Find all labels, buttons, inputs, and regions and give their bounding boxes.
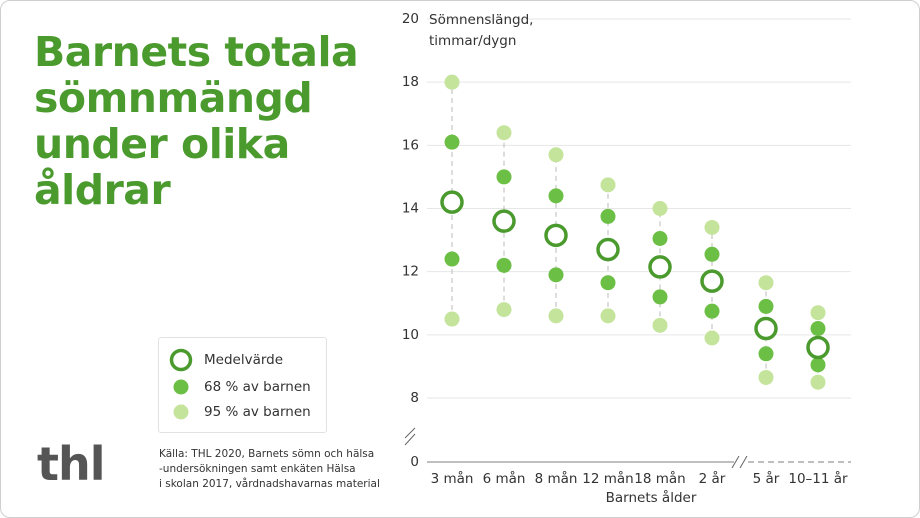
dot-95 [810,374,826,390]
mean-ring [440,190,464,214]
source-line: i skolan 2017, vårdnadshavarnas material [159,478,380,490]
legend-swatch [173,379,189,395]
mean-ring [492,209,516,233]
axis-break-mark [404,427,416,439]
title-line: under olika [34,120,290,168]
dot-68 [600,208,616,224]
title-line: sömnmängd [34,74,313,122]
dot-68 [496,257,512,273]
dot-95 [496,125,512,141]
mean-ring [806,335,830,360]
mean-ring [596,237,620,262]
y-tick-label: 12 [402,264,419,280]
dot-95 [444,311,460,327]
y-label-line: Sömnenslängd, [429,12,534,28]
axis-break-mark [731,455,740,469]
dot-95 [704,219,720,235]
dot-68 [758,298,774,314]
dot-68 [652,231,668,247]
y-tick-label: 0 [410,454,419,470]
x-tick-label: 18 mån [634,470,685,487]
dot-68 [548,267,564,283]
x-tick-label: 5 år [753,470,780,487]
dot-95 [548,308,564,324]
dot-95 [758,369,774,385]
legend-label: 95 % av barnen [204,404,311,420]
dot-68 [496,169,512,185]
x-tick-label: 3 mån [431,470,474,487]
dot-68 [548,188,564,204]
y-tick-label: 10 [402,327,419,343]
y-axis-label: Sömnenslängd, timmar/dygn [429,10,533,52]
dot-95 [548,147,564,163]
axis-break-mark [404,433,416,446]
x-axis-label: Barnets ålder [606,489,697,506]
source-line: -undersökningen samt enkäten Hälsa [159,463,356,475]
y-tick-label: 8 [410,390,419,406]
y-tick-label: 14 [402,201,419,217]
x-tick-label: 10–11 år [788,470,848,487]
dot-68 [758,346,774,362]
dot-95 [810,305,826,321]
dot-95 [496,302,512,318]
y-tick-label: 20 [402,11,419,27]
legend-swatch [169,348,193,372]
source-note: Källa: THL 2020, Barnets sömn och hälsa -… [159,447,380,492]
x-tick-label: 8 mån [535,470,578,487]
y-tick-label: 18 [402,74,419,90]
dot-95 [444,74,460,90]
dot-95 [652,317,668,333]
dot-95 [600,177,616,193]
dot-95 [758,275,774,291]
title-line: åldrar [34,166,171,214]
axis-break-mark [739,455,748,469]
dot-68 [704,303,720,319]
x-tick-label: 6 mån [483,470,526,487]
mean-ring [700,269,724,293]
x-tick-label: 2 år [699,470,726,487]
y-label-line: timmar/dygn [429,33,517,49]
dot-68 [810,321,826,337]
dot-68 [444,251,460,267]
legend-swatch [173,404,189,420]
legend-label: 68 % av barnen [204,379,311,395]
dot-68 [600,275,616,291]
dot-68 [810,357,826,373]
dot-68 [652,289,668,305]
legend-label: Medelvärde [204,352,283,368]
title-line: Barnets totala [34,28,359,76]
chart-title: Barnets totala sömnmängd under olika åldrar [34,28,359,214]
dot-95 [652,201,668,216]
mean-ring [544,223,568,248]
mean-ring [754,316,778,341]
logo: thl [37,437,106,491]
dot-68 [444,134,460,150]
dot-68 [704,246,720,262]
mean-ring [648,255,672,279]
dot-95 [600,308,616,324]
x-tick-label: 12 mån [582,470,633,487]
source-line: Källa: THL 2020, Barnets sömn och hälsa [159,448,375,460]
y-tick-label: 16 [402,137,419,153]
dot-95 [704,330,720,346]
